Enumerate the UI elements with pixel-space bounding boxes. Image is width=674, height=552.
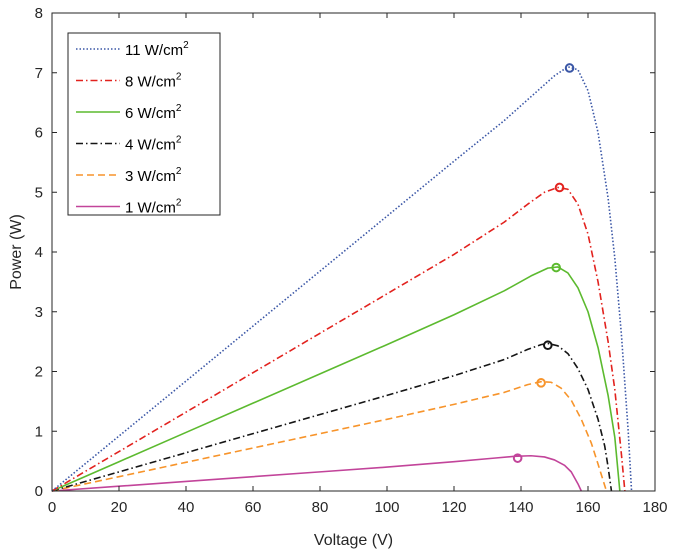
series-line xyxy=(51,342,613,492)
x-tick-label: 160 xyxy=(575,499,600,516)
series-line xyxy=(51,65,633,492)
legend-label: 4 W/cm2 xyxy=(125,135,182,154)
x-tick-label: 0 xyxy=(48,499,56,516)
legend-label: 11 W/cm2 xyxy=(125,40,189,59)
max-power-point-marker xyxy=(543,340,553,351)
legend-label-superscript: 2 xyxy=(176,198,182,209)
legend-label-superscript: 2 xyxy=(176,103,182,114)
y-tick-label: 2 xyxy=(35,364,43,381)
x-tick-label: 60 xyxy=(245,499,262,516)
max-power-point-marker xyxy=(551,262,561,273)
legend-label-superscript: 2 xyxy=(176,135,182,146)
series-line xyxy=(51,266,621,492)
y-axis-label: Power (W) xyxy=(8,214,25,290)
x-tick-label: 140 xyxy=(508,499,533,516)
y-tick-label: 5 xyxy=(35,184,43,201)
y-tick-label: 0 xyxy=(35,483,43,500)
series-line xyxy=(51,454,583,492)
legend-label: 3 W/cm2 xyxy=(125,166,182,185)
y-tick-label: 3 xyxy=(35,304,43,321)
legend-label: 8 W/cm2 xyxy=(125,72,182,91)
legend-label: 1 W/cm2 xyxy=(125,198,182,217)
series-line xyxy=(51,380,608,492)
x-axis-label: Voltage (V) xyxy=(314,532,393,549)
max-power-point-marker xyxy=(564,63,575,73)
y-tick-label: 4 xyxy=(35,244,43,261)
legend: 11 W/cm2 8 W/cm2 6 W/cm2 4 W/cm2 3 W/cm2 1 W/… xyxy=(67,32,221,217)
x-tick-label: 40 xyxy=(178,499,195,516)
max-power-point-marker xyxy=(512,453,523,463)
y-tick-label: 6 xyxy=(35,125,43,142)
legend-label-superscript: 2 xyxy=(176,166,182,177)
x-tick-label: 80 xyxy=(312,499,329,516)
x-tick-label: 120 xyxy=(441,499,466,516)
series-line xyxy=(51,186,626,492)
legend-label-superscript: 2 xyxy=(176,72,182,83)
x-tick-label: 180 xyxy=(642,499,667,516)
y-tick-label: 8 xyxy=(35,5,43,22)
x-tick-label: 100 xyxy=(374,499,399,516)
max-power-point-marker xyxy=(536,378,546,388)
legend-box xyxy=(67,32,221,216)
y-tick-label: 7 xyxy=(35,65,43,82)
x-tick-label: 20 xyxy=(111,499,128,516)
max-power-point-marker xyxy=(554,182,565,193)
axes: 0 20 40 60 80 100 120 140 160 180 0 1 2 3 4 5 6 7 8 xyxy=(35,5,668,516)
plot-area xyxy=(51,63,633,492)
legend-label: 6 W/cm2 xyxy=(125,103,182,122)
legend-label-superscript: 2 xyxy=(183,40,189,51)
y-tick-label: 1 xyxy=(35,423,43,440)
